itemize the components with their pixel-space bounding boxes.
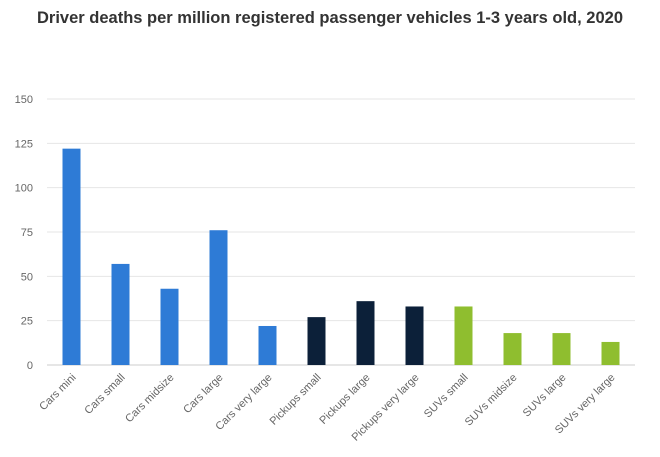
- x-tick-label: SUVs midsize: [463, 372, 520, 429]
- chart-title: Driver deaths per million registered pas…: [36, 9, 624, 27]
- bar[interactable]: [405, 306, 424, 365]
- bar[interactable]: [601, 341, 620, 365]
- x-tick-label: Cars large: [181, 372, 225, 416]
- y-tick-label: 100: [15, 183, 33, 195]
- bar[interactable]: [111, 263, 130, 365]
- bar[interactable]: [209, 230, 228, 365]
- bar[interactable]: [552, 333, 571, 365]
- x-tick-label: SUVs small: [422, 372, 471, 421]
- bar[interactable]: [503, 333, 522, 365]
- bar[interactable]: [454, 306, 473, 365]
- grid-lines: [47, 98, 635, 366]
- y-tick-label: 0: [27, 360, 33, 372]
- bars: [62, 148, 620, 365]
- x-tick-label: Cars small: [82, 372, 127, 417]
- bar[interactable]: [160, 288, 179, 365]
- x-tick-label: Cars midsize: [123, 372, 176, 425]
- bar[interactable]: [62, 148, 81, 365]
- x-tick-label: Pickups small: [268, 372, 324, 428]
- bar[interactable]: [258, 325, 277, 365]
- x-tick-label: Cars mini: [37, 372, 78, 413]
- y-axis-ticks: 0 25 50 75 100 125 150: [15, 94, 33, 372]
- y-tick-label: 125: [15, 138, 33, 150]
- y-tick-label: 25: [21, 316, 33, 328]
- x-tick-label: Pickups large: [317, 372, 372, 427]
- y-tick-label: 150: [15, 94, 33, 106]
- y-tick-label: 50: [21, 271, 33, 283]
- x-tick-label: SUVs large: [521, 372, 569, 420]
- bar[interactable]: [307, 317, 326, 365]
- bar[interactable]: [356, 301, 375, 365]
- y-tick-label: 75: [21, 227, 33, 239]
